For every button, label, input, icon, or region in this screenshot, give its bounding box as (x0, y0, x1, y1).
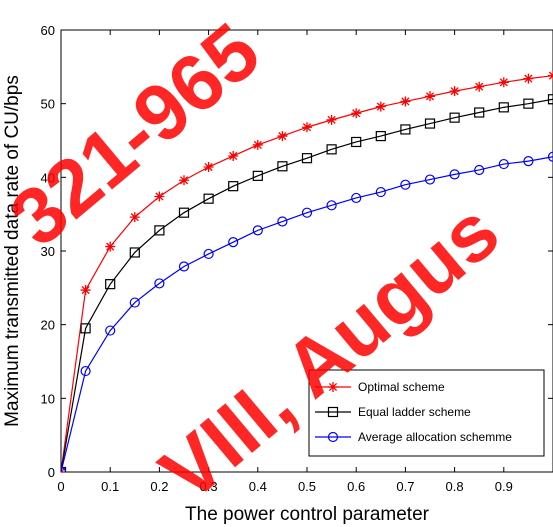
data-point-square (228, 181, 239, 192)
x-tick-label: 0 (57, 479, 64, 494)
legend: Optimal scheme Equal ladder scheme Average… (308, 369, 545, 457)
y-axis-title: Maximum transmitted data rate of CU/bps (2, 75, 23, 427)
data-point-circle (424, 174, 436, 185)
y-tick-label: 40 (41, 170, 55, 185)
data-point-circle (252, 225, 263, 236)
data-point-square (129, 247, 140, 258)
data-point-star (203, 162, 214, 173)
data-point-square (80, 323, 91, 334)
y-tick-label: 10 (41, 391, 55, 406)
data-point-circle (400, 179, 411, 190)
x-tick-label: 0.3 (200, 479, 218, 494)
data-point-circle (547, 151, 553, 162)
data-point-square (523, 98, 534, 109)
x-tick-label: 0.8 (446, 479, 464, 494)
data-point-star (474, 81, 485, 92)
data-point-square (547, 94, 553, 105)
data-point-circle (327, 431, 339, 443)
x-tick-label: 0.4 (249, 479, 267, 494)
y-tick-label: 20 (41, 318, 55, 333)
data-point-circle (498, 158, 509, 170)
data-point-square (351, 136, 362, 148)
data-point-star (105, 241, 116, 252)
data-point-star (425, 91, 435, 102)
series-3 (61, 151, 553, 472)
data-point-star (80, 285, 91, 296)
data-point-circle (129, 297, 140, 308)
axis-ticks: 0 0.1 0.2 0.3 0.4 0.5 0.6 0.7 0.8 0.9 0 10 20 30 40 50 6… (41, 23, 553, 494)
data-point-square (474, 107, 485, 118)
x-tick-label: 0.9 (495, 479, 513, 494)
data-point-circle (203, 248, 214, 260)
legend-entries: Optimal scheme Equal ladder scheme Average… (315, 380, 512, 444)
series-layer (61, 70, 553, 472)
data-point-star (154, 191, 165, 202)
x-tick-label: 0.6 (347, 479, 365, 494)
data-point-circle (449, 169, 460, 180)
data-point-circle (105, 325, 116, 336)
data-point-star (375, 101, 386, 112)
x-tick-label: 0.2 (150, 479, 168, 494)
data-point-square (375, 130, 386, 142)
data-point-star (179, 175, 189, 186)
y-tick-label: 60 (41, 23, 55, 38)
data-point-circle (80, 365, 91, 377)
legend-box (308, 369, 545, 457)
data-point-square (277, 161, 288, 172)
data-point-square (326, 144, 337, 155)
data-point-square (203, 193, 214, 204)
data-point-star (129, 212, 140, 223)
data-point-star (328, 382, 338, 392)
data-point-circle (351, 192, 362, 204)
data-point-star (277, 131, 288, 142)
x-tick-label: 0.5 (298, 479, 316, 494)
data-point-star (498, 77, 509, 88)
data-point-circle (523, 156, 534, 167)
data-point-star (302, 122, 312, 133)
data-point-star (228, 150, 239, 161)
data-point-star (351, 108, 362, 119)
data-point-star (326, 114, 337, 125)
data-point-square (154, 225, 165, 236)
data-point-square (178, 207, 190, 218)
data-point-circle (326, 200, 337, 211)
series-2 (61, 94, 553, 472)
series-1 (61, 70, 553, 472)
data-point-square (301, 153, 313, 164)
data-point-circle (474, 164, 485, 176)
data-point-star (523, 73, 534, 84)
data-point-square (105, 279, 116, 290)
series-line (61, 98, 553, 472)
data-point-circle (154, 278, 165, 289)
data-point-square (327, 406, 339, 418)
data-point-circle (301, 207, 313, 218)
x-tick-label: 0.7 (396, 479, 414, 494)
data-point-star (449, 86, 460, 97)
x-tick-label: 0.1 (101, 479, 119, 494)
data-point-star (252, 139, 263, 150)
data-point-circle (228, 237, 239, 248)
data-point-circle (178, 261, 190, 272)
data-point-square (400, 124, 411, 135)
data-point-circle (375, 186, 386, 198)
y-tick-label: 50 (41, 97, 55, 112)
legend-label: Optimal scheme (358, 380, 445, 394)
data-point-square (498, 102, 509, 113)
series-line (61, 156, 553, 472)
legend-label: Average allocation schemme (358, 430, 512, 444)
x-axis-title: The power control parameter (185, 504, 430, 525)
data-point-circle (277, 216, 288, 227)
data-point-star (400, 96, 411, 107)
y-tick-label: 0 (48, 465, 55, 480)
data-point-square (449, 112, 460, 123)
y-tick-label: 30 (41, 244, 55, 259)
legend-label: Equal ladder scheme (358, 405, 471, 419)
data-point-square (424, 118, 436, 129)
data-point-square (252, 170, 263, 181)
